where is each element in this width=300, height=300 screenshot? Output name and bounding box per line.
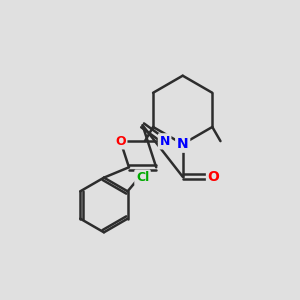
Text: O: O <box>208 170 220 184</box>
Text: N: N <box>159 135 170 148</box>
Text: O: O <box>115 135 126 148</box>
Text: Cl: Cl <box>136 171 149 184</box>
Text: N: N <box>177 137 188 151</box>
